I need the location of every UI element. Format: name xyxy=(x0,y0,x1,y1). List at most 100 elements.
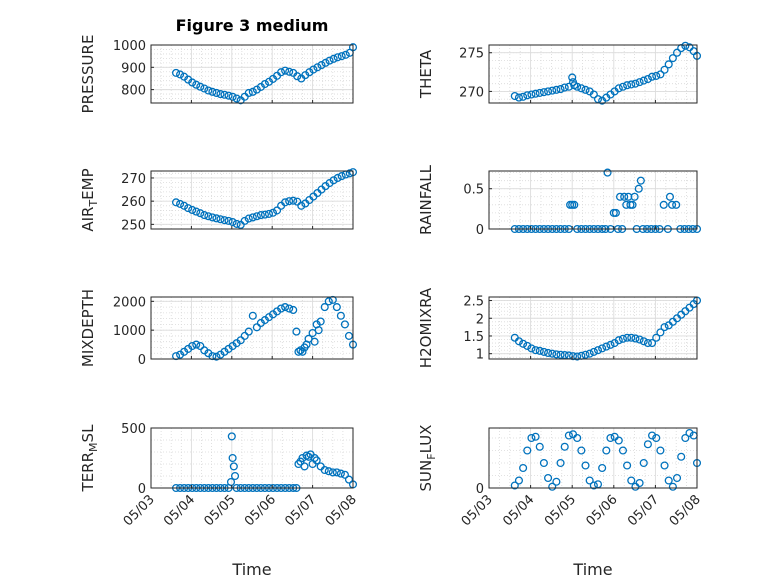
data-point xyxy=(240,216,249,225)
data-point xyxy=(614,84,623,93)
data-point xyxy=(685,428,694,438)
y-tick-label: 0 xyxy=(476,223,484,238)
data-point xyxy=(244,327,253,336)
data-point xyxy=(188,341,197,351)
data-point xyxy=(192,340,201,349)
data-point xyxy=(313,63,322,72)
data-point xyxy=(236,336,245,345)
data-point xyxy=(648,72,657,81)
data-point xyxy=(627,333,636,342)
y-axis-label: RAINFALL xyxy=(417,164,435,235)
data-point xyxy=(648,431,657,440)
data-point xyxy=(556,85,565,94)
data-point xyxy=(333,53,342,62)
data-point xyxy=(631,79,640,88)
data-point xyxy=(602,342,611,351)
data-point xyxy=(664,476,673,485)
data-point xyxy=(344,331,354,340)
data-point xyxy=(317,61,326,70)
data-point xyxy=(188,205,197,215)
data-point xyxy=(652,71,661,80)
data-point xyxy=(232,219,241,228)
data-point xyxy=(681,433,690,443)
x-axis-label: Time xyxy=(572,560,612,579)
data-point xyxy=(289,196,298,205)
data-point xyxy=(656,446,665,455)
data-point xyxy=(252,212,261,221)
data-point xyxy=(268,208,278,217)
y-axis-label: AIRTEMP xyxy=(79,168,100,231)
subplot-5: 0 1000 2000 MIXDEPTH xyxy=(79,289,358,368)
data-point xyxy=(660,65,669,74)
data-point xyxy=(564,82,573,91)
data-point xyxy=(285,304,294,313)
data-point xyxy=(593,346,603,355)
data-point xyxy=(329,176,338,185)
data-point xyxy=(668,482,677,491)
y-axis-label: TERRMSL xyxy=(79,424,100,493)
data-point xyxy=(292,327,301,336)
data-point xyxy=(514,337,524,346)
data-point xyxy=(667,200,677,209)
data-point xyxy=(305,68,314,77)
data-point xyxy=(277,68,286,77)
data-point xyxy=(281,303,290,312)
data-point xyxy=(260,210,269,219)
data-point xyxy=(589,347,598,356)
data-point xyxy=(196,82,205,91)
data-point xyxy=(204,212,213,221)
data-point xyxy=(589,90,598,99)
data-point xyxy=(581,461,590,470)
data-point xyxy=(552,477,561,486)
data-point xyxy=(230,471,240,481)
data-point xyxy=(176,70,185,79)
data-point xyxy=(248,311,257,320)
data-point xyxy=(256,211,265,220)
data-point xyxy=(665,192,675,201)
data-point xyxy=(192,207,201,216)
data-point xyxy=(240,331,249,340)
data-point xyxy=(668,54,677,63)
y-axis-label: MIXDEPTH xyxy=(79,289,97,367)
data-point xyxy=(196,341,205,351)
data-point xyxy=(336,311,345,320)
data-point xyxy=(281,198,290,207)
data-point xyxy=(324,467,333,476)
data-point xyxy=(310,453,319,463)
data-point xyxy=(264,209,274,218)
data-point xyxy=(312,456,321,465)
data-point xyxy=(556,350,565,359)
data-point xyxy=(672,48,682,57)
data-point xyxy=(519,339,528,348)
data-point xyxy=(611,208,620,217)
data-point xyxy=(606,340,615,349)
subplot-title: Figure 3 medium xyxy=(176,16,329,35)
data-point xyxy=(316,317,325,326)
data-point xyxy=(544,87,553,96)
y-tick-label: 0.5 xyxy=(463,183,484,198)
data-point xyxy=(192,80,201,89)
data-point xyxy=(229,462,238,471)
data-point xyxy=(320,303,329,312)
data-point xyxy=(614,436,623,445)
data-point xyxy=(602,446,611,455)
y-tick-label: 2 xyxy=(476,312,484,327)
data-point xyxy=(328,295,337,304)
y-tick-label: 500 xyxy=(121,422,146,437)
data-point xyxy=(514,476,524,485)
data-point xyxy=(260,79,269,89)
data-point xyxy=(577,446,586,455)
y-tick-label: 1.5 xyxy=(463,330,484,345)
data-point xyxy=(631,334,640,343)
data-point xyxy=(204,86,213,95)
y-tick-label: 2.5 xyxy=(463,295,484,310)
data-point xyxy=(188,78,197,87)
x-axis-label: Time xyxy=(231,560,271,579)
axes-box xyxy=(150,44,354,104)
data-point xyxy=(623,333,632,342)
subplot-6: 1 1.5 2 2.5 H2OMIXRA xyxy=(417,287,702,368)
y-tick-label: 1 xyxy=(476,348,484,363)
y-tick-label: 2000 xyxy=(113,295,146,310)
data-series xyxy=(171,295,358,361)
